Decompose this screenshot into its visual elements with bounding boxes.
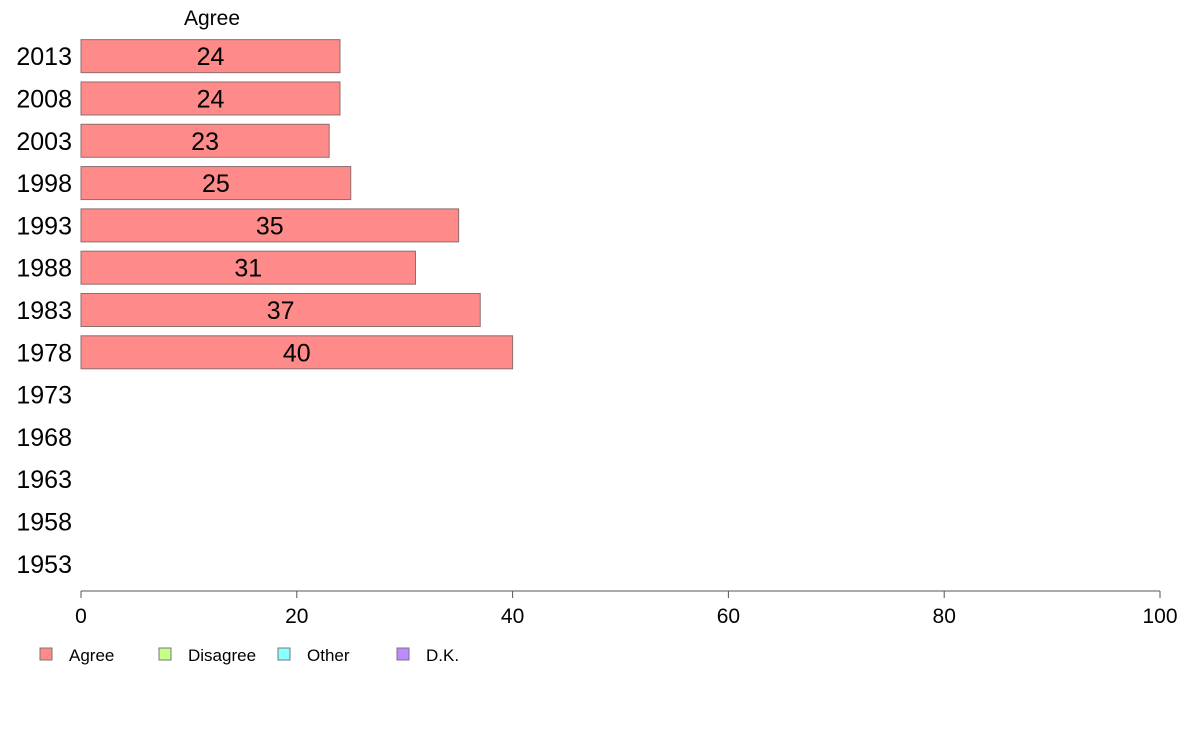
data-label: 24 [197, 85, 225, 113]
data-label: 40 [283, 339, 311, 367]
y-axis-labels: 2013 2008 2003 1998 1993 1988 1983 1978 1973 1968… [16, 43, 72, 579]
bar-agree [80, 293, 481, 327]
data-label: 23 [191, 128, 219, 156]
data-label: 37 [267, 297, 295, 325]
y-tick-label: 1993 [16, 212, 72, 240]
legend-label: Disagree [188, 646, 256, 665]
x-tick-label: 80 [933, 605, 956, 628]
data-label: 31 [234, 255, 262, 283]
series-title: Agree [184, 7, 240, 30]
bar-agree [80, 39, 341, 74]
data-label: 35 [256, 212, 284, 240]
legend-label: Other [307, 646, 350, 665]
y-tick-label: 1998 [16, 170, 72, 198]
legend-label: D.K. [426, 646, 459, 665]
x-tick-label: 0 [75, 605, 87, 628]
y-tick-label: 2013 [16, 43, 72, 71]
x-axis: 0 20 40 60 80 100 [75, 590, 1178, 628]
y-tick-label: 1958 [16, 509, 72, 537]
bar-agree [80, 166, 352, 201]
bar-agree [80, 81, 341, 116]
y-tick-label: 2008 [16, 85, 72, 113]
y-tick-label: 1963 [16, 466, 72, 494]
x-tick-label: 100 [1142, 605, 1177, 628]
x-tick-label: 20 [285, 605, 308, 628]
data-label: 25 [202, 170, 230, 198]
legend-swatch [158, 647, 172, 661]
y-tick-label: 1983 [16, 297, 72, 325]
legend-swatch [396, 647, 410, 661]
bar-agree [80, 250, 416, 285]
data-label: 24 [197, 43, 225, 71]
bar-agree [80, 335, 514, 370]
x-tick-label: 40 [501, 605, 524, 628]
legend-swatch [277, 647, 291, 661]
y-tick-label: 1978 [16, 339, 72, 367]
legend-label: Agree [69, 646, 114, 665]
y-tick-label: 1973 [16, 382, 72, 410]
y-tick-label: 1953 [16, 551, 72, 579]
legend: Agree Disagree Other D.K. [39, 646, 459, 665]
y-tick-label: 2003 [16, 128, 72, 156]
bar-agree [80, 123, 330, 158]
legend-swatch [39, 647, 53, 661]
bar-agree [80, 208, 460, 243]
y-tick-label: 1988 [16, 255, 72, 283]
x-tick-label: 60 [717, 605, 740, 628]
y-tick-label: 1968 [16, 424, 72, 452]
